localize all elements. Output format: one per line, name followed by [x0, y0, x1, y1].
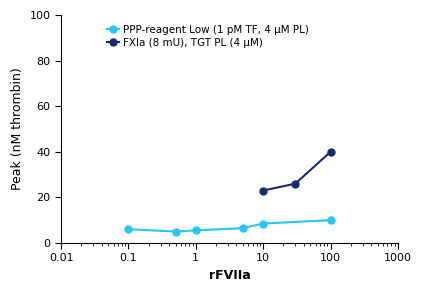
Line: PPP-reagent Low (1 pM TF, 4 μM PL): PPP-reagent Low (1 pM TF, 4 μM PL): [125, 217, 334, 235]
Line: FXIa (8 mU), TGT PL (4 μM): FXIa (8 mU), TGT PL (4 μM): [260, 148, 334, 194]
Y-axis label: Peak (nM thrombin): Peak (nM thrombin): [11, 68, 24, 190]
Legend: PPP-reagent Low (1 pM TF, 4 μM PL), FXIa (8 mU), TGT PL (4 μM): PPP-reagent Low (1 pM TF, 4 μM PL), FXIa…: [107, 25, 309, 48]
PPP-reagent Low (1 pM TF, 4 μM PL): [193, 229, 198, 232]
PPP-reagent Low (1 pM TF, 4 μM PL): [261, 222, 266, 225]
FXIa (8 mU), TGT PL (4 μM): [293, 182, 298, 185]
PPP-reagent Low (1 pM TF, 4 μM PL): [328, 218, 333, 222]
PPP-reagent Low (1 pM TF, 4 μM PL): [240, 226, 245, 230]
PPP-reagent Low (1 pM TF, 4 μM PL): [126, 227, 131, 231]
FXIa (8 mU), TGT PL (4 μM): [328, 150, 333, 154]
X-axis label: rFVIIa: rFVIIa: [209, 269, 250, 282]
PPP-reagent Low (1 pM TF, 4 μM PL): [173, 230, 178, 233]
FXIa (8 mU), TGT PL (4 μM): [261, 189, 266, 192]
